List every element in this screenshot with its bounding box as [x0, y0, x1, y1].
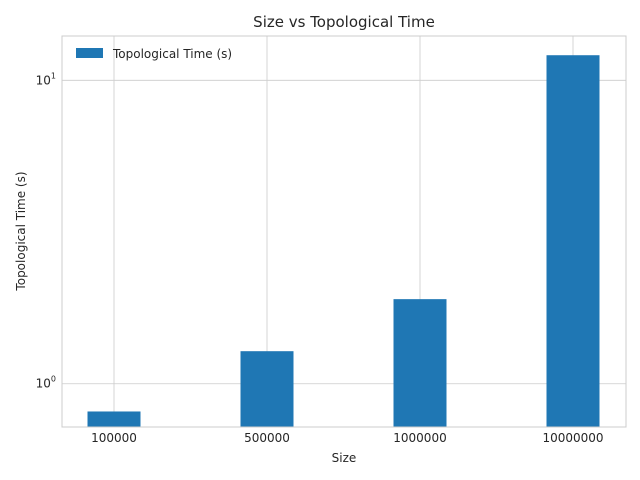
y-tick-label: 100: [36, 375, 56, 391]
legend: Topological Time (s): [76, 47, 232, 61]
legend-label: Topological Time (s): [112, 47, 232, 61]
legend-swatch: [76, 48, 103, 58]
y-tick-labels: 100 101: [36, 71, 56, 390]
y-axis-label: Topological Time (s): [14, 171, 28, 291]
bar-100000: [87, 411, 141, 427]
x-axis-label: Size: [332, 451, 357, 465]
bar-10000000: [546, 55, 600, 427]
chart-title: Size vs Topological Time: [253, 13, 435, 31]
grid-layer: [62, 36, 626, 427]
y-tick-label: 101: [36, 71, 56, 87]
bar-1000000: [393, 299, 447, 427]
bars-layer: [87, 55, 600, 427]
x-tick-label: 1000000: [393, 431, 446, 445]
x-tick-label: 500000: [244, 431, 290, 445]
x-tick-label: 100000: [91, 431, 137, 445]
x-tick-labels: 100000 500000 1000000 10000000: [91, 431, 603, 445]
plot-frame: [61, 35, 627, 428]
x-tick-label: 10000000: [542, 431, 603, 445]
bar-500000: [240, 351, 294, 427]
